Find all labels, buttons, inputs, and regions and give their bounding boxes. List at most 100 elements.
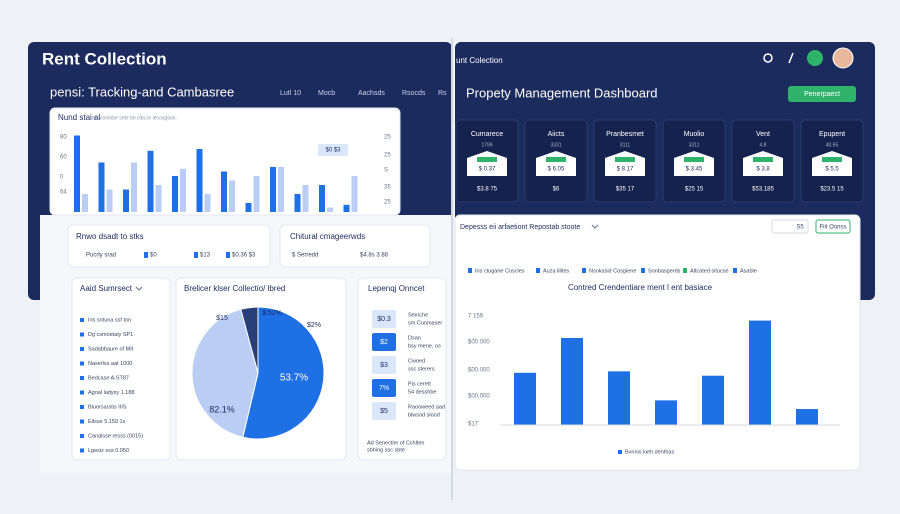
tooltip: $0 $3 [325,148,341,154]
lease-value: 7% [379,385,389,392]
action-button[interactable] [788,86,856,102]
list-item: Bluorsarstis IIIS [88,404,127,410]
pie-label: 82.1% [209,404,235,414]
edit-icon[interactable] [788,52,794,64]
list-bullet [80,332,84,337]
lease-value: $3 [380,362,388,369]
pie-label: $:52% [262,310,282,317]
legend-swatch [536,268,540,273]
control-label: S5 [796,225,804,231]
action-button-label: Penerpaect [804,91,840,98]
bar [514,372,536,425]
legend-label: Sonbasgerds [648,268,681,274]
legend-label: Altcated situcse [690,268,729,274]
summary-card [67,224,271,268]
summary-item: $4.8s 3.88 [360,253,389,259]
stat-label: Muolio [684,131,705,138]
stat-badge-mark [477,157,497,162]
bar [204,194,211,212]
stat-sub: 40.65 [826,142,839,148]
pie-label: $2% [307,322,321,329]
bar [270,167,276,212]
list-bullet [80,434,84,438]
list-item: Iris sntuna ssf ton [88,317,131,323]
bar [221,171,227,212]
app-title: Rent Collection [42,49,167,68]
y-label: $00 000 [468,340,490,346]
stat-badge-mark [684,157,704,162]
lease-badge [372,310,396,328]
report-chart-title: Contred Crendentiare ment l ent basiace [568,283,713,292]
audit-title: Aaid Sumrsect [80,284,133,293]
bar [351,176,358,212]
bar [98,162,105,212]
bar [147,150,154,212]
legend-label: Iris ctugane Cuscles [475,268,525,274]
y-label: 80 [60,135,67,141]
usage-card [49,107,401,216]
summary-item: $0 [150,253,157,259]
list-item: Canalsse resss (0015) [88,433,143,439]
list-bullet [80,318,84,322]
dashboard-title: Propety Management Dashboard [466,85,658,100]
pie-slice [191,308,259,438]
pie-label: 53.7% [280,373,308,384]
control[interactable] [815,219,851,234]
lease-badge [372,356,396,374]
stat-foot: $35 17 [616,187,635,193]
lease-badge [372,402,396,420]
lease-text: Dsan [408,335,421,341]
list-item: Agoal ladysy 1.188 [88,390,134,396]
status-icon[interactable] [807,50,823,66]
pie-slice [242,306,325,440]
legend-swatch [683,268,687,273]
summary-item: $ Serredd [292,253,318,259]
footer-swatch [618,450,622,454]
stat-sub: 3311 [689,142,700,148]
settings-icon[interactable] [763,53,773,63]
y-label: 60 [60,155,67,161]
lease-badge [372,379,396,397]
stat-badge-text: $ 3.45 [686,167,703,173]
summary-item: Pucrly srad [86,253,116,259]
bar [319,185,325,212]
stat-label: Vent [756,131,770,138]
bar [302,185,309,212]
stat-sub: 3331 [550,142,561,148]
list-item: Dg csmoetaly SP1 [88,332,133,338]
summary-card [279,224,431,268]
subtitle: pensi: Tracking-and Cambasree [50,84,234,99]
stat-sub: 4.8 [760,142,767,148]
pie-title: Brelicer klser Collectio/ lbred [184,284,285,293]
stat-foot: $53.185 [752,187,774,193]
lease-text: sm Cunmaser [408,320,442,326]
y-label: 64 [60,190,67,196]
control[interactable] [771,219,809,234]
stat-foot: $25 15 [685,187,704,193]
list-bullet [80,361,84,366]
bar [561,338,583,425]
summary-title: Chitural cmageerwds [290,232,365,241]
stat-badge-text: $ 6.05 [548,167,565,173]
section-name: unt Colection [456,56,503,65]
legend-swatch [582,268,586,273]
bar [245,203,252,212]
bar [253,176,260,212]
y-label: 25 [384,200,391,206]
y-label: $17 [468,422,479,428]
summary-item: $0.36 $3 [232,253,256,259]
avatar[interactable] [832,47,854,69]
summary-title: Rnwo dsadt to stks [76,232,144,241]
lease-text: 54 desshbe [408,389,436,395]
lease-text: bsy mene, os [408,343,441,349]
lease-text: ssc sterers [408,366,435,372]
tab: Rsocds [402,90,426,97]
dropdown-chevron[interactable] [135,286,143,291]
report-chevron[interactable] [591,224,599,229]
lease-text: blwsod slood [408,412,440,418]
y-label: $00.000 [468,368,490,374]
summary-icon [194,252,198,258]
list-item: Lgesiz sss 0.050 [88,448,129,454]
bar [749,320,771,425]
